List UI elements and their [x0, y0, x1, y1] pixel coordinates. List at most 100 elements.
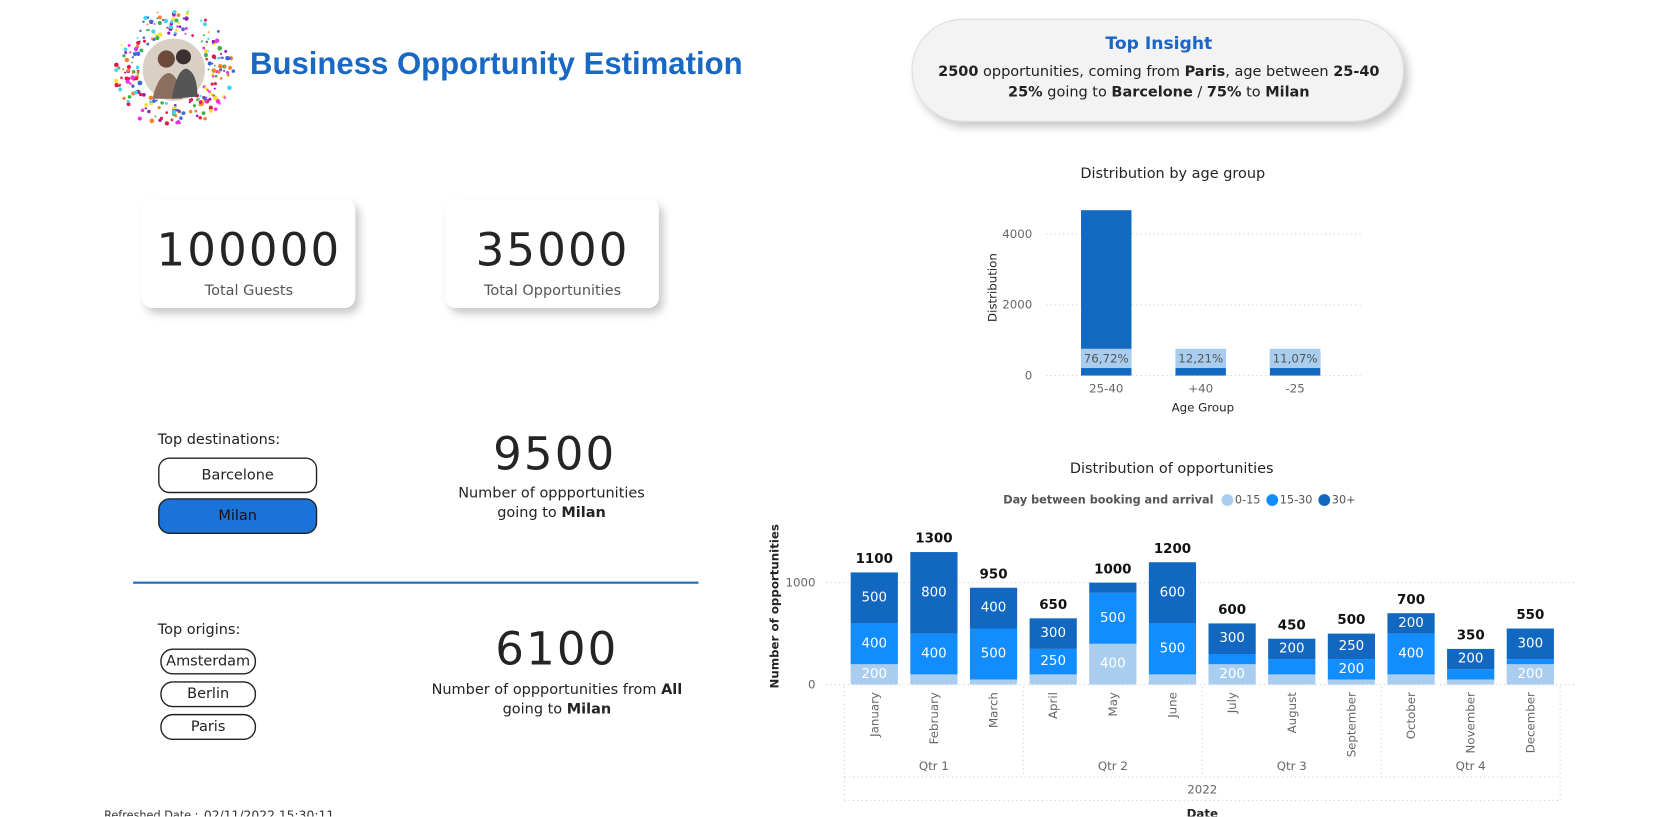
logo-dot	[133, 46, 139, 52]
segment-label: 600	[1160, 585, 1186, 600]
x-axis-title: Age Group	[1172, 401, 1234, 415]
kpi-card	[141, 198, 356, 308]
logo-dot	[139, 29, 142, 33]
bar-segment	[1029, 618, 1077, 649]
logo-dot	[171, 17, 175, 21]
bar-segment	[1089, 643, 1137, 685]
text-run: Milan	[561, 505, 605, 521]
logo-dot	[184, 27, 188, 30]
segment-label: 500	[1160, 641, 1186, 656]
logo-body	[171, 68, 198, 99]
origin-label[interactable]: Amsterdam	[166, 654, 250, 670]
segment-label: 400	[981, 601, 1007, 616]
origin-button[interactable]	[160, 713, 257, 740]
logo-dot	[129, 82, 132, 85]
bar-segment	[1447, 679, 1495, 685]
destination-label[interactable]: Milan	[218, 508, 257, 524]
logo-dot	[126, 102, 131, 107]
logo-dot	[219, 52, 223, 56]
origin-button[interactable]	[160, 648, 257, 675]
kpi-value: 100000	[157, 224, 342, 277]
logo-dot	[146, 42, 150, 46]
text-run: to	[1241, 84, 1265, 100]
logo-dot	[122, 68, 125, 71]
logo-dot	[176, 25, 179, 28]
segment-label: 300	[1040, 626, 1066, 641]
logo-dot	[131, 71, 134, 74]
bar-segment	[910, 552, 958, 634]
logo-dot	[136, 51, 141, 57]
logo-dot	[174, 18, 179, 23]
share-label: 12,21%	[1178, 351, 1223, 365]
logo-dot	[208, 109, 213, 113]
logo-dot	[192, 104, 196, 108]
x-tick-label: November	[1464, 692, 1478, 754]
logo-dot	[114, 78, 119, 83]
text-run: Milan	[1265, 84, 1309, 100]
logo-dot	[114, 82, 119, 88]
logo-dot	[156, 11, 159, 14]
text-run: All	[661, 682, 682, 698]
logo-dot	[176, 108, 180, 112]
logo-dot	[175, 28, 178, 32]
logo-dot	[125, 79, 130, 84]
text-run: Milan	[567, 701, 611, 717]
logo-dot	[123, 47, 128, 52]
logo-dot	[163, 18, 169, 24]
segment-label: 200	[861, 667, 887, 682]
logo-dot	[150, 37, 154, 40]
origin-button[interactable]	[160, 681, 257, 708]
logo-dot	[148, 95, 153, 101]
share-label-box	[1081, 348, 1132, 369]
logo-dot	[177, 21, 181, 25]
destination-button[interactable]	[158, 498, 318, 534]
bar-segment	[1268, 674, 1316, 685]
x-tick-label: June	[1165, 692, 1179, 719]
logo-dot	[142, 36, 146, 39]
logo-dot	[167, 31, 171, 35]
logo-dot	[225, 55, 230, 61]
x-tick-label: September	[1344, 692, 1358, 757]
legend-swatch	[1318, 494, 1331, 506]
origin-label[interactable]: Berlin	[187, 686, 229, 702]
logo-dot	[124, 76, 129, 81]
logo-dot	[207, 68, 210, 71]
logo-dot	[157, 105, 161, 110]
logo-dot	[146, 23, 149, 26]
logo-dot	[185, 11, 189, 16]
segment-label: 300	[1219, 631, 1245, 646]
logo-dot	[199, 94, 202, 98]
logo-head	[157, 50, 175, 68]
rich-text: Number of oppportunities	[458, 486, 645, 502]
logo-dot	[223, 69, 226, 72]
legend-title: Day between booking and arrival	[1003, 494, 1213, 507]
chart-title: Distribution by age group	[1080, 166, 1265, 182]
logo-dot	[159, 116, 164, 121]
logo-dot	[213, 87, 216, 90]
text-run: 2500	[938, 64, 978, 80]
logo-dot	[131, 61, 133, 64]
origin-label[interactable]: Paris	[191, 719, 225, 735]
logo-dot	[142, 92, 146, 97]
logo-dot	[202, 22, 207, 27]
total-label: 1100	[856, 552, 893, 567]
logo-dot	[133, 90, 138, 95]
logo-dot	[166, 26, 169, 29]
bar-segment	[969, 587, 1018, 629]
rich-text: 2500 opportunities, coming from Paris, a…	[938, 64, 1379, 80]
logo-dot	[157, 15, 162, 20]
x-tick-label: April	[1046, 692, 1060, 719]
destination-label[interactable]: Barcelone	[202, 467, 274, 483]
bar-segment	[1268, 638, 1316, 660]
logo-dot	[120, 76, 123, 80]
logo-dot	[213, 107, 218, 112]
bar-segment	[1208, 664, 1256, 685]
destination-button[interactable]	[158, 457, 318, 494]
logo-head	[175, 49, 191, 65]
segment-label: 200	[1398, 616, 1424, 631]
bar-segment	[969, 679, 1018, 685]
total-label: 550	[1516, 608, 1544, 623]
logo-dot	[211, 54, 217, 59]
